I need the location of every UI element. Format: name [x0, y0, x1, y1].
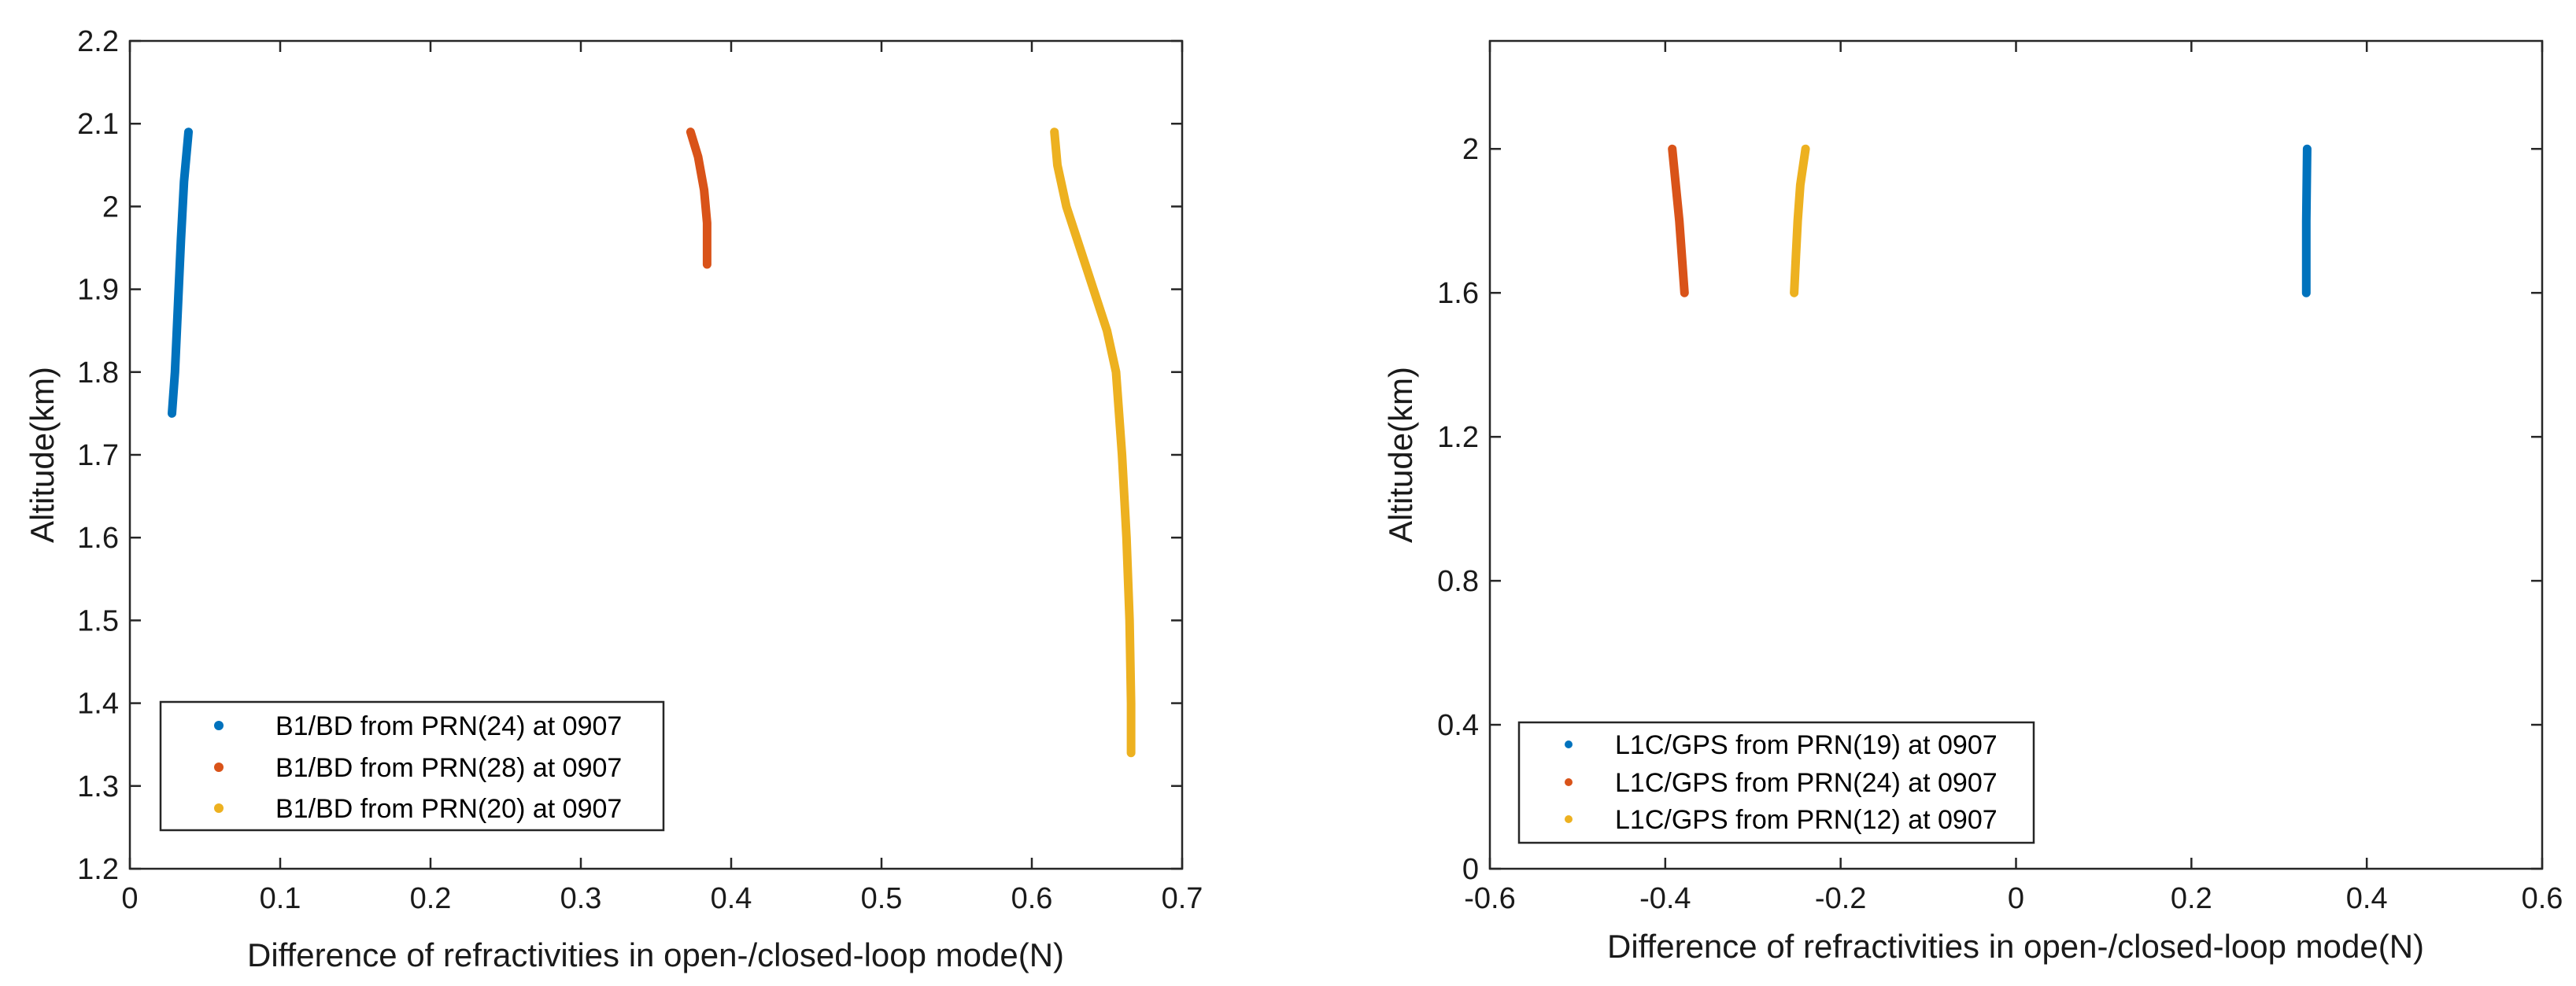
legend-label-prn28-bd: B1/BD from PRN(28) at 0907 [275, 753, 622, 783]
legend-box-right [1517, 721, 2035, 844]
y-tick-label-left: 1.8 [77, 356, 119, 390]
y-tick-label-right: 0 [1462, 853, 1479, 886]
y-tick-label-left: 2.1 [77, 108, 119, 141]
x-tick-label-right: 0.2 [2171, 882, 2212, 915]
chart-left: 0 0.1 0.2 0.3 0.4 0.5 0.6 0.7 1.2 1.3 1.4 1.5 1.6 1.… [24, 25, 1203, 973]
x-tick-label-left: 0.7 [1162, 882, 1203, 915]
x-axis-title-right: Difference of refractivities in open-/cl… [1607, 928, 2424, 965]
y-tick-label-right: 2 [1462, 133, 1479, 166]
series-line-right-0 [2301, 144, 2312, 297]
legend-marker-prn28-bd [214, 763, 224, 772]
chart-right: -0.6 -0.4 -0.2 0 0.2 0.4 0.6 0 0.4 0.8 1.2 1.6 2 Di… [1382, 39, 2563, 965]
x-tick-label-left: 0.6 [1011, 882, 1053, 915]
legend-right: L1C/GPS from PRN(19) at 0907 L1C/GPS fro… [1517, 721, 2035, 844]
legend-marker-prn12-gps [1565, 815, 1573, 823]
legend-marker-prn24-gps [1565, 778, 1573, 786]
x-tick-label-left: 0.5 [861, 882, 903, 915]
x-tick-label-right: -0.4 [1639, 882, 1691, 915]
x-tick-label-right: -0.6 [1464, 882, 1515, 915]
x-tick-label-left: 0.4 [711, 882, 752, 915]
y-tick-label-right: 1.2 [1437, 421, 1479, 454]
series-line-left-2 [1050, 127, 1136, 758]
legend-label-prn19-gps: L1C/GPS from PRN(19) at 0907 [1615, 730, 1998, 760]
x-tick-label-right: 0 [2008, 882, 2024, 915]
y-axis-title-left: Altitude(km) [24, 367, 61, 543]
y-tick-label-right: 1.6 [1437, 277, 1479, 310]
x-tick-label-left: 0.1 [260, 882, 301, 915]
legend-left: B1/BD from PRN(24) at 0907 B1/BD from PR… [159, 700, 665, 832]
y-tick-label-left: 1.6 [77, 522, 119, 555]
legend-label-prn12-gps: L1C/GPS from PRN(12) at 0907 [1615, 805, 1998, 835]
series-line-left-0 [168, 127, 193, 418]
series-line-left-1 [686, 127, 711, 269]
y-tick-label-left: 1.2 [77, 853, 119, 886]
x-tick-label-right: -0.2 [1815, 882, 1866, 915]
series-line-right-1 [1668, 144, 1689, 297]
legend-marker-prn24-bd [214, 721, 224, 730]
y-tick-label-left: 1.9 [77, 274, 119, 307]
legend-marker-prn19-gps [1565, 740, 1573, 748]
x-tick-label-left: 0.2 [410, 882, 452, 915]
legend-marker-prn20-bd [214, 803, 224, 813]
x-axis-title-left: Difference of refractivities in open-/cl… [247, 936, 1064, 973]
x-tick-label-right: 0.6 [2522, 882, 2563, 915]
legend-label-prn24-bd: B1/BD from PRN(24) at 0907 [275, 711, 622, 741]
y-tick-label-left: 1.4 [77, 688, 119, 721]
y-axis-title-right: Altitude(km) [1382, 367, 1419, 543]
x-tick-label-left: 0.3 [560, 882, 602, 915]
y-tick-label-right: 0.4 [1437, 709, 1479, 742]
y-tick-label-right: 0.8 [1437, 565, 1479, 598]
y-tick-label-left: 1.7 [77, 439, 119, 472]
legend-label-prn24-gps: L1C/GPS from PRN(24) at 0907 [1615, 768, 1998, 798]
y-tick-label-left: 2.2 [77, 25, 119, 58]
y-tick-label-left: 1.3 [77, 770, 119, 803]
legend-label-prn20-bd: B1/BD from PRN(20) at 0907 [275, 794, 622, 824]
x-tick-label-right: 0.4 [2346, 882, 2388, 915]
x-tick-label-left: 0 [121, 882, 138, 915]
legend-box-left [159, 700, 665, 832]
y-tick-label-left: 1.5 [77, 604, 119, 637]
series-line-right-2 [1790, 144, 1810, 297]
y-tick-label-left: 2 [102, 190, 119, 223]
